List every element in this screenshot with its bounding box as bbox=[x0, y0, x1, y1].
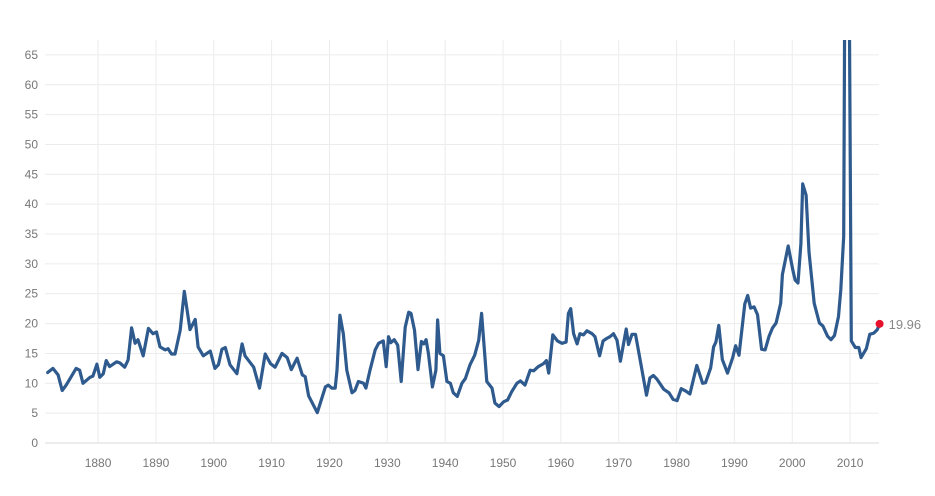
y-tick-label: 20 bbox=[25, 317, 39, 331]
y-tick-label: 45 bbox=[25, 167, 39, 181]
y-tick-label: 60 bbox=[25, 78, 39, 92]
x-tick-label: 1940 bbox=[432, 456, 459, 470]
x-tick-label: 1910 bbox=[258, 456, 285, 470]
y-tick-label: 40 bbox=[25, 197, 39, 211]
y-tick-label: 5 bbox=[31, 406, 38, 420]
y-tick-label: 15 bbox=[25, 346, 39, 360]
x-tick-label: 1880 bbox=[85, 456, 112, 470]
x-tick-label: 1960 bbox=[548, 456, 575, 470]
last-value-label: 19.96 bbox=[889, 317, 922, 332]
y-tick-label: 55 bbox=[25, 108, 39, 122]
y-tick-label: 0 bbox=[31, 436, 38, 450]
y-tick-label: 50 bbox=[25, 137, 39, 151]
x-tick-label: 1900 bbox=[200, 456, 227, 470]
y-tick-label: 10 bbox=[25, 376, 39, 390]
x-axis: 1880 1890 1900 1910 1920 1930 1940 1950 1960 1970… bbox=[85, 456, 864, 470]
x-tick-label: 1950 bbox=[490, 456, 517, 470]
x-tick-label: 1920 bbox=[316, 456, 343, 470]
last-point-marker bbox=[875, 319, 884, 328]
series-line bbox=[46, 40, 882, 415]
y-tick-label: 35 bbox=[25, 227, 39, 241]
y-axis: 0 5 10 15 20 25 30 35 40 45 50 55 60 65 bbox=[25, 48, 39, 450]
y-tick-label: 65 bbox=[25, 48, 39, 62]
x-tick-label: 2010 bbox=[837, 456, 864, 470]
y-tick-label: 30 bbox=[25, 257, 39, 271]
y-tick-label: 25 bbox=[25, 287, 39, 301]
x-tick-label: 1890 bbox=[143, 456, 170, 470]
x-tick-label: 1990 bbox=[721, 456, 748, 470]
x-tick-label: 1930 bbox=[374, 456, 401, 470]
x-tick-label: 1980 bbox=[663, 456, 690, 470]
x-tick-label: 2000 bbox=[779, 456, 806, 470]
x-tick-label: 1970 bbox=[605, 456, 632, 470]
